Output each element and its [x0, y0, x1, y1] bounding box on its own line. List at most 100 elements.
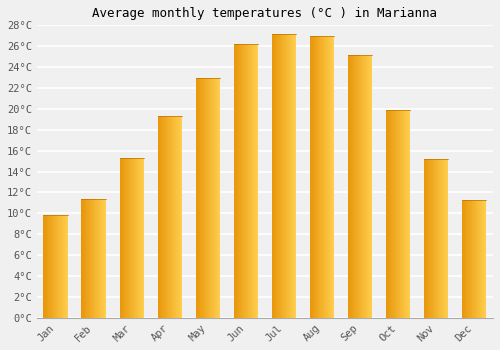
Bar — [202, 78, 203, 318]
Bar — [276, 34, 278, 318]
Bar — [245, 44, 246, 318]
Bar — [162, 116, 164, 318]
Bar — [348, 55, 350, 318]
Bar — [56, 216, 58, 318]
Bar — [362, 55, 364, 318]
Bar — [310, 36, 312, 318]
Bar — [324, 36, 326, 318]
Bar — [283, 34, 284, 318]
Bar — [50, 216, 51, 318]
Bar — [369, 55, 370, 318]
Bar — [394, 110, 396, 318]
Bar — [472, 200, 473, 318]
Bar — [462, 200, 464, 318]
Bar — [312, 36, 313, 318]
Bar — [89, 199, 90, 318]
Bar — [97, 199, 98, 318]
Bar — [206, 78, 207, 318]
Bar — [321, 36, 322, 318]
Bar — [356, 55, 358, 318]
Bar — [60, 216, 61, 318]
Bar — [272, 34, 273, 318]
Bar — [213, 78, 214, 318]
Bar — [286, 34, 287, 318]
Bar — [82, 199, 83, 318]
Bar — [212, 78, 213, 318]
Bar — [160, 116, 161, 318]
Bar — [464, 200, 465, 318]
Bar — [287, 34, 288, 318]
Bar — [474, 200, 475, 318]
Bar — [313, 36, 314, 318]
Bar — [45, 216, 46, 318]
Bar — [442, 159, 444, 318]
Bar — [408, 110, 410, 318]
Bar — [441, 159, 442, 318]
Bar — [51, 216, 52, 318]
Bar — [396, 110, 397, 318]
Bar — [203, 78, 204, 318]
Bar — [404, 110, 406, 318]
Bar — [126, 158, 127, 318]
Bar — [288, 34, 289, 318]
Bar — [426, 159, 427, 318]
Bar — [465, 200, 466, 318]
Bar — [58, 216, 59, 318]
Bar — [66, 216, 68, 318]
Bar — [406, 110, 407, 318]
Bar — [250, 44, 251, 318]
Bar — [168, 116, 169, 318]
Bar — [284, 34, 285, 318]
Bar — [251, 44, 252, 318]
Bar — [431, 159, 432, 318]
Bar — [170, 116, 172, 318]
Bar — [234, 44, 235, 318]
Bar — [175, 116, 176, 318]
Bar — [54, 216, 55, 318]
Bar — [354, 55, 355, 318]
Bar — [292, 34, 293, 318]
Bar — [280, 34, 281, 318]
Bar — [446, 159, 448, 318]
Bar — [210, 78, 211, 318]
Bar — [399, 110, 400, 318]
Bar — [141, 158, 142, 318]
Bar — [351, 55, 352, 318]
Bar — [403, 110, 404, 318]
Bar — [471, 200, 472, 318]
Bar — [480, 200, 482, 318]
Bar — [123, 158, 124, 318]
Bar — [279, 34, 280, 318]
Bar — [142, 158, 144, 318]
Bar — [317, 36, 318, 318]
Bar — [174, 116, 175, 318]
Bar — [293, 34, 294, 318]
Bar — [135, 158, 136, 318]
Bar — [217, 78, 218, 318]
Bar — [130, 158, 131, 318]
Bar — [179, 116, 180, 318]
Bar — [137, 158, 138, 318]
Bar — [361, 55, 362, 318]
Bar — [323, 36, 324, 318]
Bar — [65, 216, 66, 318]
Bar — [62, 216, 63, 318]
Bar — [173, 116, 174, 318]
Bar — [242, 44, 244, 318]
Bar — [318, 36, 320, 318]
Bar — [407, 110, 408, 318]
Bar — [483, 200, 484, 318]
Bar — [328, 36, 330, 318]
Bar — [438, 159, 440, 318]
Bar — [59, 216, 60, 318]
Bar — [350, 55, 351, 318]
Bar — [99, 199, 100, 318]
Bar — [49, 216, 50, 318]
Bar — [87, 199, 88, 318]
Bar — [470, 200, 471, 318]
Bar — [322, 36, 323, 318]
Bar — [331, 36, 332, 318]
Bar — [90, 199, 92, 318]
Bar — [241, 44, 242, 318]
Bar — [161, 116, 162, 318]
